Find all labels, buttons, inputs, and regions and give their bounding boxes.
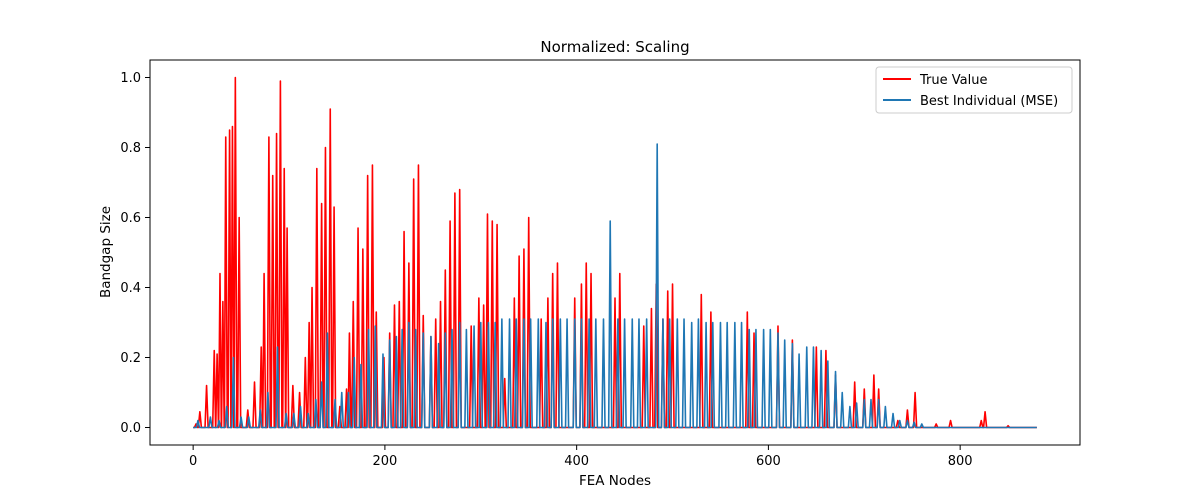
legend-label-best-individual: Best Individual (MSE) <box>920 94 1058 109</box>
x-tick-label: 800 <box>948 454 973 469</box>
y-tick-label: 0.6 <box>120 211 141 226</box>
chart-title: Normalized: Scaling <box>540 38 689 56</box>
legend-box <box>875 66 1073 114</box>
y-axis-title: Bandgap Size <box>98 206 114 298</box>
series-line-best-individual <box>193 143 1037 429</box>
y-axis: 0.0 0.2 0.4 0.6 0.8 1.0 <box>120 71 150 436</box>
x-axis: 0 200 400 600 800 <box>189 445 973 469</box>
plot-area <box>193 76 1037 429</box>
series-layer <box>193 76 1037 429</box>
y-tick-label: 1.0 <box>120 71 141 86</box>
x-tick-label: 0 <box>189 454 197 469</box>
plot-frame <box>149 59 1081 446</box>
x-tick-label: 400 <box>564 454 589 469</box>
y-tick-label: 0.4 <box>120 281 141 296</box>
legend: True Value Best Individual (MSE) <box>875 66 1073 114</box>
x-tick-label: 200 <box>372 454 397 469</box>
x-tick-label: 600 <box>756 454 781 469</box>
x-axis-title: FEA Nodes <box>579 473 651 489</box>
legend-label-true-value: True Value <box>919 73 987 88</box>
y-tick-label: 0.0 <box>120 421 141 436</box>
y-tick-label: 0.8 <box>120 141 141 156</box>
y-tick-label: 0.2 <box>120 351 141 366</box>
series-line-true-value <box>193 76 1037 429</box>
